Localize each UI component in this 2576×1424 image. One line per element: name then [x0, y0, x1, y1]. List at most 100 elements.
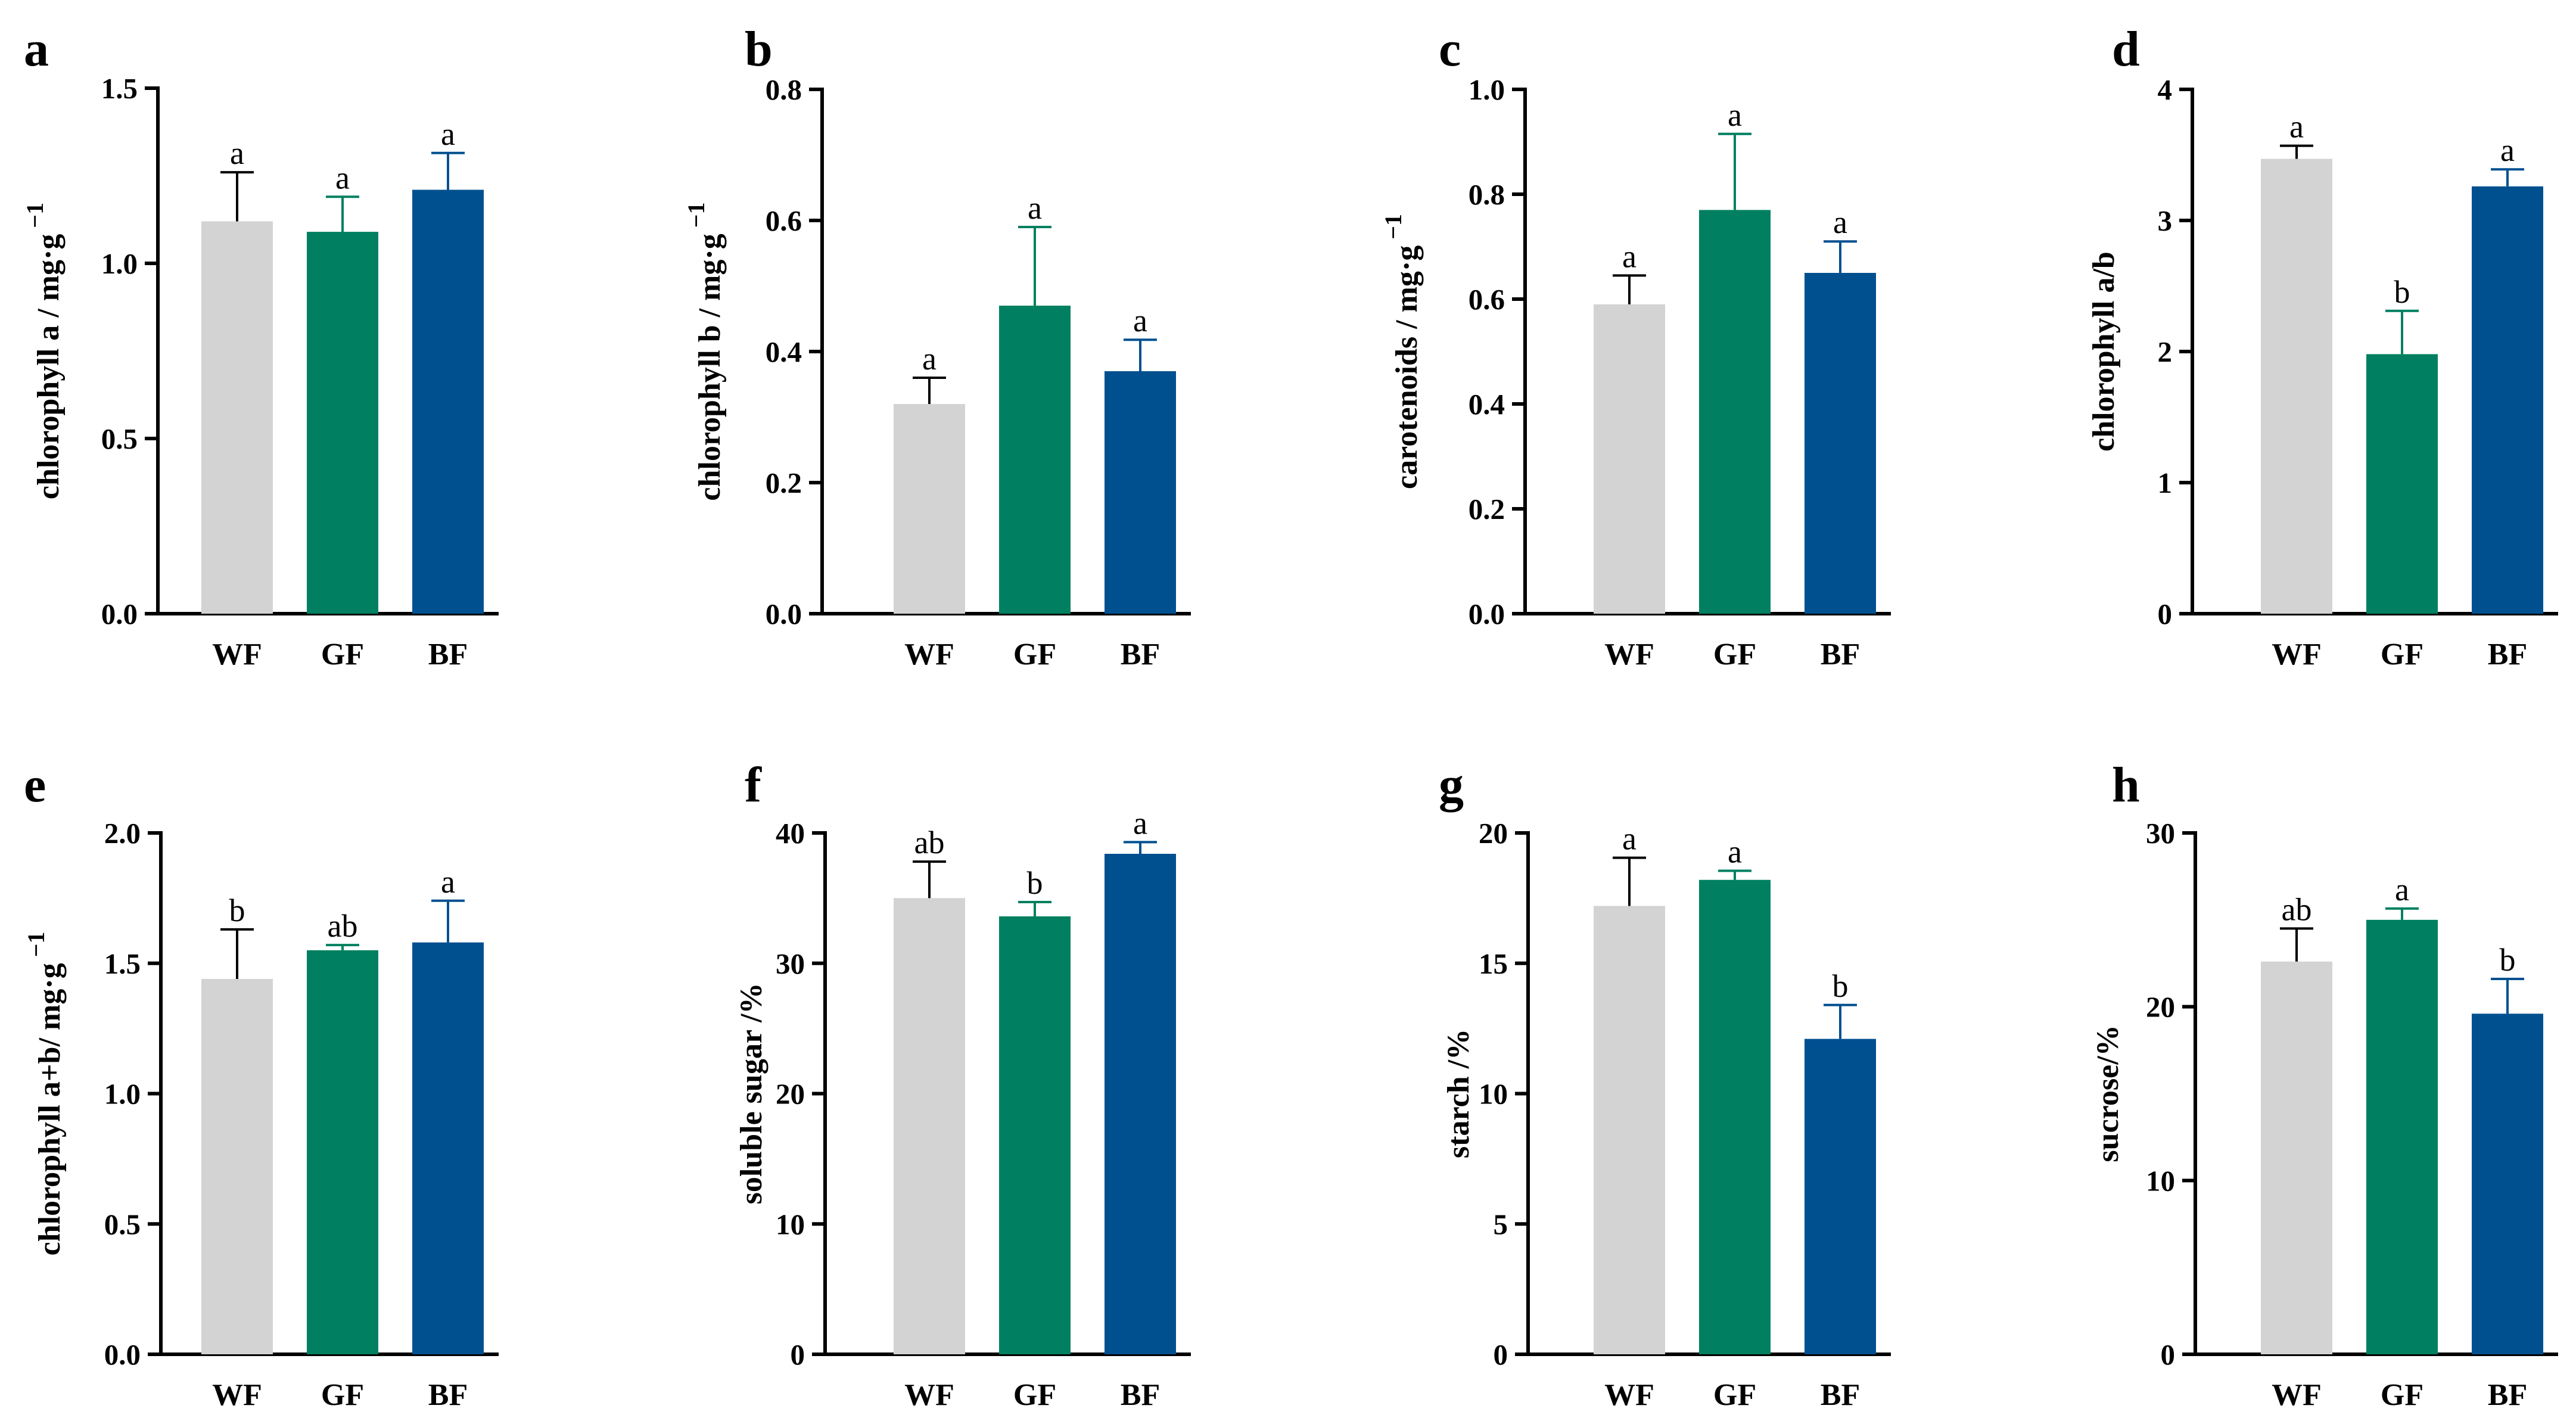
y-axis-label: chlorophyll a / mg·g−1: [21, 203, 66, 499]
y-tick-label: 4: [2158, 73, 2173, 106]
chart-panel-g: g 0 5 10 15 20 starch /% a WF a GF b BF: [1439, 757, 1891, 1412]
bar-GF: [307, 232, 378, 614]
y-tick-label: 0.4: [1469, 388, 1505, 421]
significance-letter-WF: ab: [2282, 891, 2312, 927]
panel-letter: f: [745, 757, 762, 813]
panel-letter: a: [24, 21, 49, 77]
significance-letter-GF: a: [335, 160, 350, 195]
panel-letter: d: [2112, 21, 2140, 77]
y-tick-label: 2: [2158, 335, 2173, 368]
chart-panel-a: a 0.0 0.5 1.0 1.5 chlorophyll a / mg·g−1 a WF a G…: [21, 21, 499, 671]
x-tick-label-BF: BF: [1121, 638, 1160, 671]
x-tick-label-BF: BF: [2488, 638, 2527, 671]
significance-letter-GF: a: [1028, 190, 1042, 226]
y-tick-label: 5: [1494, 1208, 1508, 1240]
bar-BF: [412, 942, 484, 1354]
significance-letter-BF: a: [1133, 303, 1147, 338]
x-tick-label-GF: GF: [2381, 1378, 2423, 1412]
y-tick-label: 1.5: [104, 947, 141, 980]
y-axis-label-exponent: −1: [683, 202, 710, 228]
panel-letter: b: [745, 21, 773, 77]
x-tick-label-BF: BF: [1121, 1378, 1160, 1412]
x-tick-label-GF: GF: [321, 1378, 364, 1412]
y-tick-label: 0.0: [766, 598, 802, 630]
x-tick-label-WF: WF: [904, 638, 954, 671]
chart-panel-c: c 0.0 0.2 0.4 0.6 0.8 1.0 carotenoids / mg·g−1 a…: [1380, 21, 1891, 671]
chart-panel-h: h 0 10 20 30 sucrose/% ab WF a GF b BF: [2091, 757, 2558, 1412]
significance-letter-BF: b: [2500, 942, 2516, 978]
bar-BF: [1105, 854, 1176, 1354]
y-tick-label: 2.0: [104, 817, 141, 850]
x-tick-label-BF: BF: [2488, 1378, 2527, 1412]
bar-GF: [999, 306, 1071, 614]
y-tick-label: 0: [2158, 598, 2173, 630]
significance-letter-BF: a: [1133, 805, 1147, 841]
y-tick-label: 0.4: [766, 335, 802, 368]
bar-WF: [894, 898, 965, 1354]
bar-BF: [1805, 273, 1876, 614]
y-tick-label: 0.6: [1469, 283, 1505, 316]
bar-WF: [201, 979, 273, 1354]
significance-letter-WF: a: [1622, 238, 1637, 274]
x-tick-label-GF: GF: [1013, 1378, 1056, 1412]
bar-GF: [307, 950, 378, 1354]
x-tick-label-GF: GF: [2381, 638, 2423, 671]
x-tick-label-WF: WF: [1604, 1378, 1654, 1412]
bar-BF: [2472, 186, 2543, 614]
significance-letter-GF: ab: [328, 908, 358, 944]
y-tick-label: 1.0: [101, 247, 138, 280]
y-tick-label: 15: [1479, 947, 1508, 980]
y-tick-label: 30: [2146, 817, 2175, 850]
panel-letter: h: [2112, 757, 2140, 813]
y-tick-label: 20: [776, 1078, 805, 1111]
y-tick-label: 0.2: [766, 467, 802, 499]
y-tick-label: 30: [776, 947, 805, 980]
y-tick-label: 0.0: [101, 598, 138, 630]
y-tick-label: 10: [1479, 1078, 1508, 1111]
bar-BF: [412, 189, 484, 614]
y-tick-label: 0.5: [101, 422, 138, 455]
y-tick-label: 0.0: [1469, 598, 1505, 630]
significance-letter-WF: a: [2289, 109, 2304, 145]
y-axis-label-exponent: −1: [21, 203, 48, 228]
y-tick-label: 1.0: [1469, 73, 1505, 106]
y-tick-label: 20: [2146, 991, 2175, 1024]
y-tick-label: 0.5: [104, 1208, 141, 1240]
y-tick-label: 1.5: [101, 72, 138, 105]
x-tick-label-BF: BF: [1821, 1378, 1860, 1412]
significance-letter-GF: b: [2394, 274, 2410, 310]
y-tick-label: 0.8: [766, 73, 802, 106]
y-axis-label: sucrose/%: [2091, 1025, 2125, 1162]
bar-GF: [1699, 879, 1771, 1354]
chart-panel-f: f 0 10 20 30 40 soluble sugar /% ab WF b GF a BF: [735, 757, 1191, 1412]
y-tick-label: 0.6: [766, 204, 802, 237]
y-axis-label-exponent: −1: [1380, 214, 1407, 240]
y-tick-label: 0: [1494, 1338, 1508, 1371]
bar-GF: [2366, 919, 2438, 1354]
significance-letter-WF: ab: [914, 825, 945, 860]
y-tick-label: 40: [776, 817, 805, 850]
bar-BF: [1805, 1039, 1876, 1354]
bar-WF: [201, 221, 273, 614]
significance-letter-WF: b: [229, 893, 245, 928]
y-tick-label: 1.0: [104, 1078, 141, 1111]
y-tick-label: 0.2: [1469, 493, 1505, 526]
chart-panel-d: d 0 1 2 3 4 chlorophyll a/b a WF b GF a BF: [2087, 21, 2558, 671]
panel-letter: c: [1439, 21, 1461, 77]
y-axis-label: chlorophyll a+b/ mg·g−1: [23, 932, 67, 1256]
panel-letter: g: [1439, 757, 1464, 813]
x-tick-label-WF: WF: [904, 1378, 954, 1412]
x-tick-label-GF: GF: [1713, 1378, 1756, 1412]
y-tick-label: 10: [776, 1208, 805, 1240]
significance-letter-WF: a: [230, 135, 244, 171]
x-tick-label-GF: GF: [1013, 638, 1056, 671]
chart-panel-b: b 0.0 0.2 0.4 0.6 0.8 chlorophyll b / mg·g−1 a W…: [683, 21, 1191, 671]
x-tick-label-WF: WF: [212, 1378, 262, 1412]
y-tick-label: 0.8: [1469, 178, 1505, 211]
bar-WF: [1594, 906, 1665, 1354]
x-tick-label-GF: GF: [321, 638, 364, 671]
bar-WF: [2261, 961, 2332, 1354]
significance-letter-BF: a: [2500, 132, 2515, 168]
bar-WF: [894, 404, 965, 614]
y-tick-label: 3: [2158, 204, 2173, 237]
